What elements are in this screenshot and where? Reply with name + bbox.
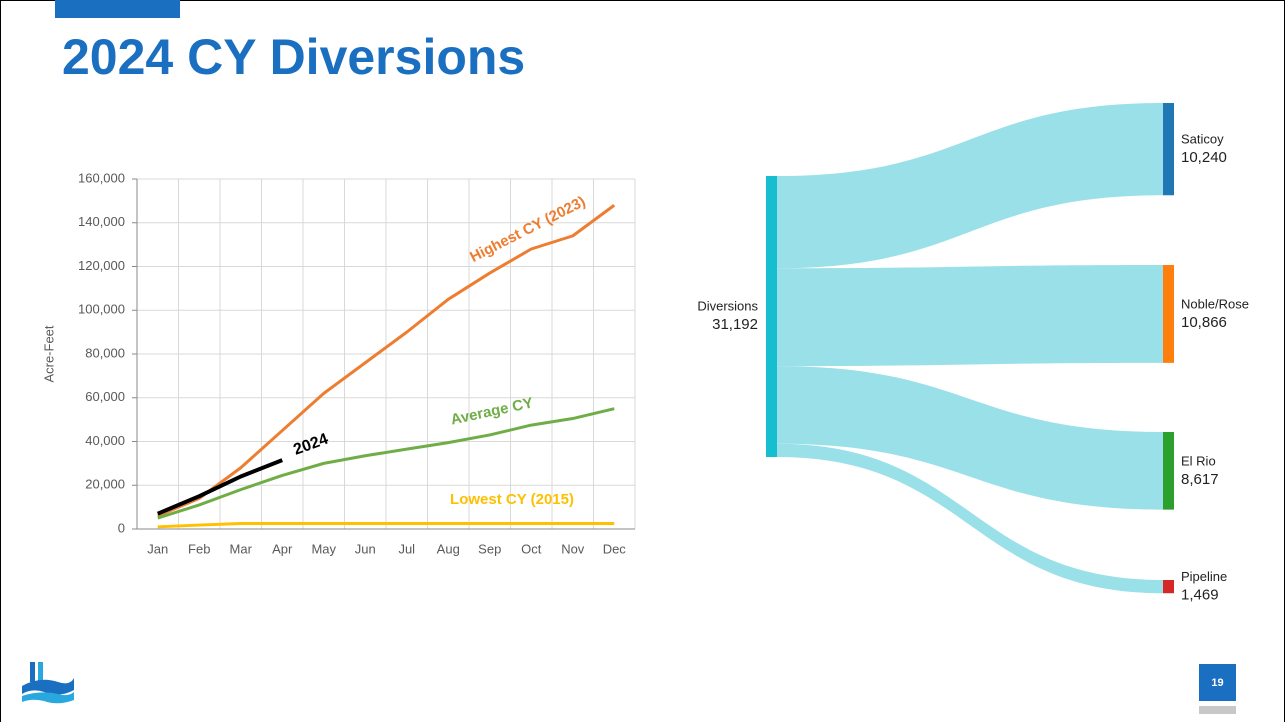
y-axis-label: Acre-Feet [41, 325, 56, 382]
sankey-link [777, 443, 1163, 594]
x-tick-label: May [311, 541, 336, 556]
y-tick-label: 120,000 [78, 258, 125, 273]
y-tick-label: 80,000 [85, 345, 125, 360]
target-value: 1,469 [1181, 587, 1219, 604]
sankey-link [777, 265, 1163, 367]
y-tick-label: 60,000 [85, 389, 125, 404]
page-number: 19 [1199, 664, 1236, 701]
series-line [157, 522, 615, 529]
sankey-target-node [1163, 580, 1174, 594]
y-tick-label: 40,000 [85, 433, 125, 448]
logo [22, 662, 74, 704]
source-name: Diversions [697, 298, 758, 313]
series-line [157, 407, 615, 520]
x-tick-label: Mar [230, 541, 253, 556]
series-label: Lowest CY (2015) [450, 491, 574, 508]
x-tick-label: Feb [188, 541, 210, 556]
sankey-link [777, 103, 1163, 269]
x-tick-label: Oct [521, 541, 542, 556]
x-tick-label: Apr [272, 541, 293, 556]
x-tick-label: Sep [478, 541, 501, 556]
target-value: 10,240 [1181, 149, 1227, 166]
x-tick-label: Jun [355, 541, 376, 556]
y-tick-label: 100,000 [78, 302, 125, 317]
y-tick-label: 0 [118, 520, 125, 535]
accent-bar [55, 0, 180, 18]
sankey-target-node [1163, 103, 1174, 196]
x-tick-label: Dec [603, 541, 627, 556]
series-label: 2024 [291, 431, 330, 459]
page-strip [1199, 706, 1236, 714]
series-label: Highest CY (2023) [467, 193, 588, 266]
series-line [157, 204, 616, 518]
sankey-link [777, 366, 1163, 510]
y-tick-label: 140,000 [78, 214, 125, 229]
target-name: Noble/Rose [1181, 296, 1249, 311]
series-line [156, 458, 283, 516]
sankey-target-node [1163, 265, 1174, 363]
target-name: Pipeline [1181, 569, 1227, 584]
slide-title: 2024 CY Diversions [62, 29, 526, 85]
target-name: El Rio [1181, 453, 1216, 468]
target-value: 10,866 [1181, 314, 1227, 331]
source-value: 31,192 [712, 316, 758, 333]
x-tick-label: Jul [398, 541, 415, 556]
target-name: Saticoy [1181, 132, 1224, 147]
x-tick-label: Aug [437, 541, 460, 556]
series-label: Average CY [449, 394, 534, 428]
sankey-target-node [1163, 432, 1174, 510]
y-tick-label: 160,000 [78, 170, 125, 185]
x-tick-label: Nov [561, 541, 585, 556]
target-value: 8,617 [1181, 471, 1219, 488]
sankey-source-node [766, 176, 777, 457]
x-tick-label: Jan [147, 541, 168, 556]
y-tick-label: 20,000 [85, 477, 125, 492]
